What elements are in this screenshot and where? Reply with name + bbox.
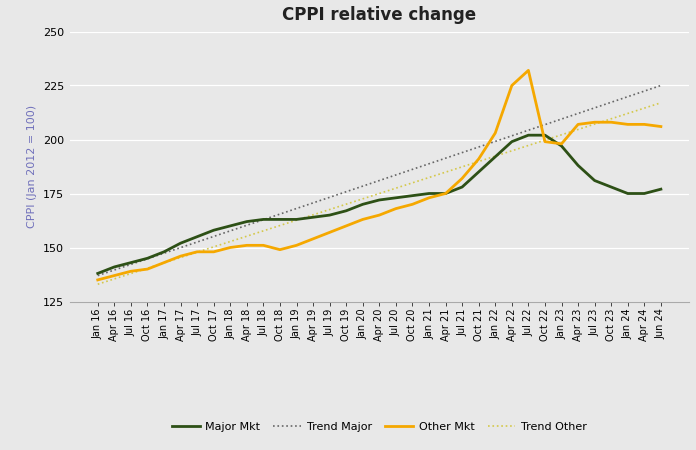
Title: CPPI relative change: CPPI relative change [283, 6, 476, 24]
Legend: Major Mkt, Trend Major, Other Mkt, Trend Other: Major Mkt, Trend Major, Other Mkt, Trend… [167, 418, 592, 436]
Y-axis label: CPPI (Jan 2012 = 100): CPPI (Jan 2012 = 100) [27, 105, 38, 228]
